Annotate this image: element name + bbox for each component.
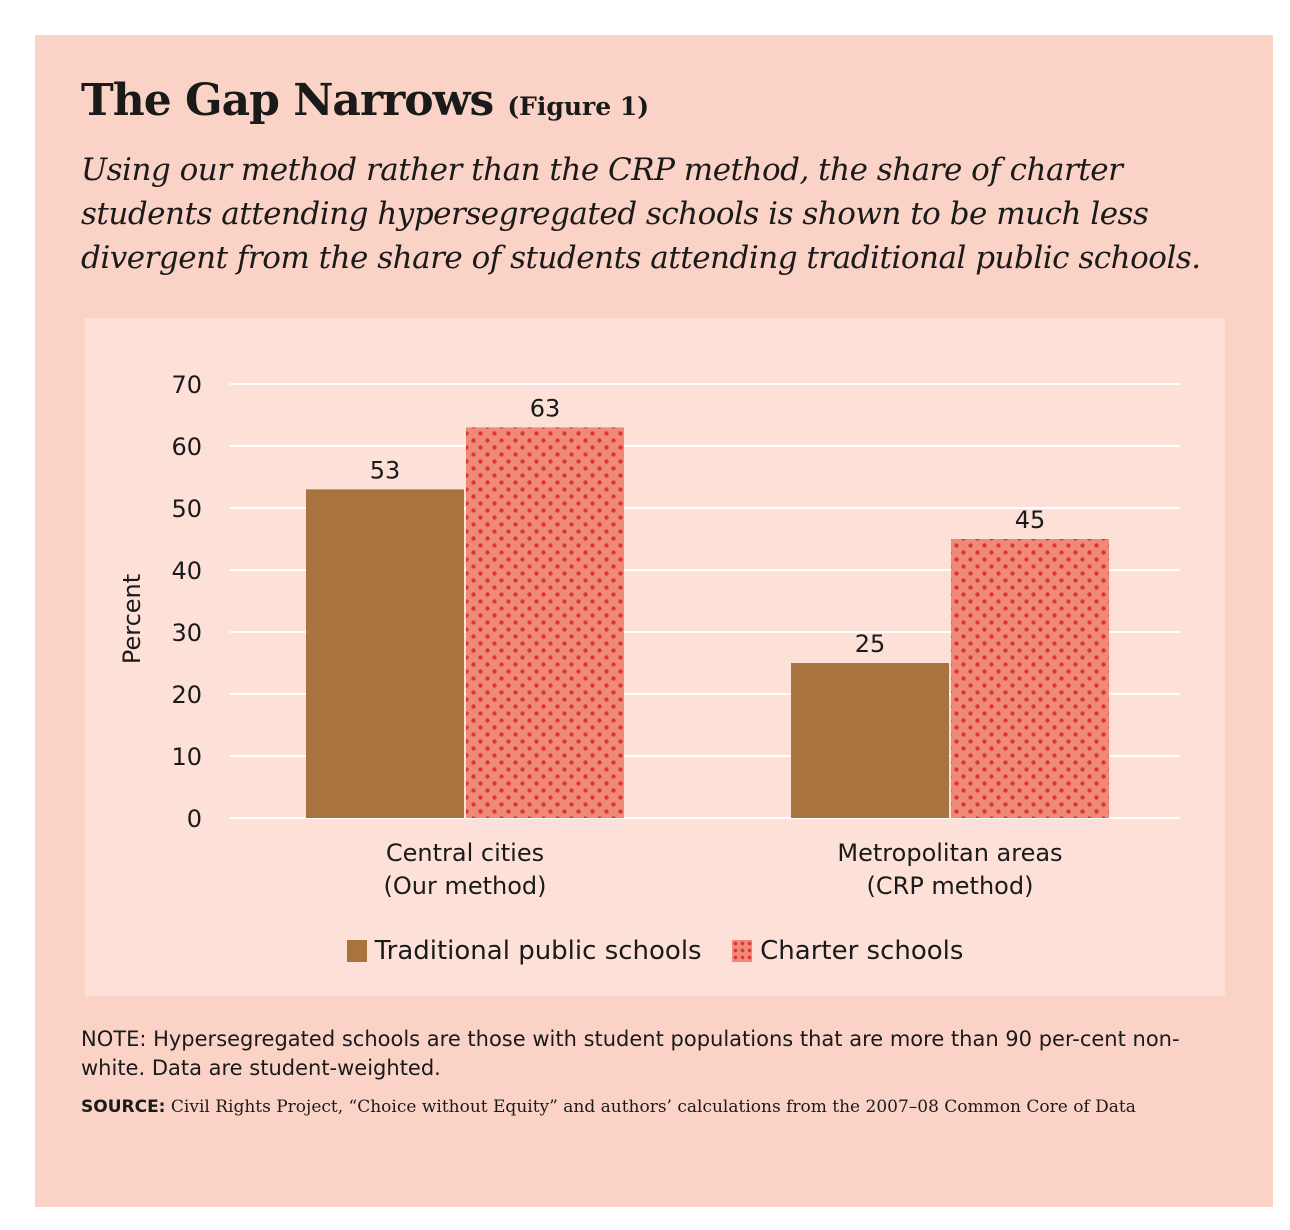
y-tick-label: 50 — [171, 495, 202, 523]
y-tick-label: 40 — [171, 557, 202, 585]
x-category-label: Central cities — [386, 839, 544, 867]
y-tick-label: 0 — [187, 805, 202, 833]
data-label: 25 — [855, 630, 886, 658]
bar-chart: 0 10 20 30 40 50 60 70 Percent 53 63 Central cities… — [118, 371, 1180, 900]
footnote: NOTE: Hypersegregated schools are those … — [81, 1027, 1180, 1080]
chart-subtitle: Using our method rather than the CRP met… — [81, 152, 1201, 276]
legend-item-charter: Charter schools — [732, 936, 963, 966]
source-label: SOURCE: — [81, 1097, 166, 1117]
bar-charter — [466, 427, 624, 818]
title-row: The Gap Narrows (Figure 1) — [81, 75, 649, 126]
y-tick-label: 70 — [171, 371, 202, 399]
y-axis-title: Percent — [118, 574, 146, 664]
data-label: 63 — [530, 394, 561, 422]
x-category-label: (Our method) — [383, 872, 546, 900]
legend: Traditional public schools Charter schoo… — [85, 935, 1225, 966]
figure-label: (Figure 1) — [507, 92, 650, 121]
figure-card: The Gap Narrows (Figure 1) Using our meth… — [35, 35, 1273, 1207]
plot-panel: 0 10 20 30 40 50 60 70 Percent 53 63 Central cities… — [85, 318, 1225, 996]
data-label: 45 — [1015, 506, 1046, 534]
y-tick-label: 20 — [171, 681, 202, 709]
source-line: SOURCE: Civil Rights Project, “Choice wi… — [81, 1097, 1241, 1117]
y-tick-label: 10 — [171, 743, 202, 771]
y-tick-label: 60 — [171, 433, 202, 461]
bar-charter — [951, 539, 1109, 818]
y-tick-label: 30 — [171, 619, 202, 647]
legend-swatch-charter — [732, 939, 753, 962]
x-category-label: (CRP method) — [867, 872, 1034, 900]
bar-traditional — [791, 663, 949, 818]
legend-label-traditional: Traditional public schools — [374, 935, 702, 966]
legend-swatch-traditional — [346, 939, 367, 962]
chart-title: The Gap Narrows — [81, 75, 494, 126]
x-category-label: Metropolitan areas — [837, 839, 1062, 867]
data-label: 53 — [370, 456, 401, 484]
legend-item-traditional: Traditional public schools — [346, 935, 702, 966]
bar-traditional — [306, 489, 464, 818]
source-text: Civil Rights Project, “Choice without Eq… — [170, 1097, 1136, 1117]
legend-label-charter: Charter schools — [760, 935, 964, 966]
